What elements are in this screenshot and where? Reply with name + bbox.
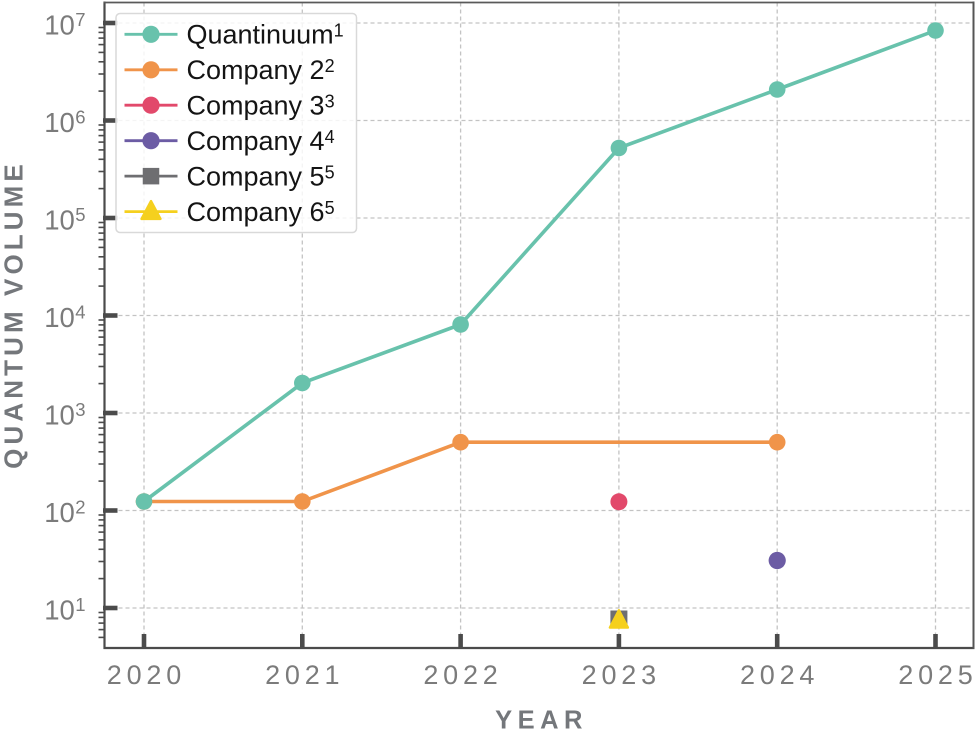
svg-text:Company 22: Company 22 bbox=[187, 55, 335, 85]
svg-text:2023: 2023 bbox=[582, 660, 661, 690]
svg-text:2025: 2025 bbox=[898, 660, 976, 690]
svg-text:Company 44: Company 44 bbox=[187, 126, 335, 156]
svg-text:10: 10 bbox=[44, 10, 75, 41]
svg-text:10: 10 bbox=[44, 400, 75, 431]
svg-text:10: 10 bbox=[44, 497, 75, 528]
svg-text:Company 55: Company 55 bbox=[187, 161, 335, 191]
svg-text:2021: 2021 bbox=[265, 660, 344, 690]
svg-text:10: 10 bbox=[44, 595, 75, 626]
svg-text:Quantinuum1: Quantinuum1 bbox=[187, 20, 344, 50]
svg-text:10: 10 bbox=[44, 302, 75, 333]
svg-text:10: 10 bbox=[44, 107, 75, 138]
svg-text:YEAR: YEAR bbox=[495, 707, 588, 735]
svg-text:1: 1 bbox=[75, 594, 85, 615]
svg-text:2020: 2020 bbox=[107, 660, 186, 690]
svg-text:Company 33: Company 33 bbox=[187, 91, 335, 121]
svg-text:10: 10 bbox=[44, 205, 75, 236]
svg-text:2024: 2024 bbox=[740, 660, 819, 690]
svg-text:2: 2 bbox=[75, 497, 85, 518]
svg-text:4: 4 bbox=[75, 302, 85, 323]
svg-text:2022: 2022 bbox=[423, 660, 502, 690]
svg-text:Company 65: Company 65 bbox=[187, 197, 335, 227]
svg-text:7: 7 bbox=[75, 9, 85, 30]
svg-text:QUANTUM VOLUME: QUANTUM VOLUME bbox=[0, 160, 29, 469]
svg-text:3: 3 bbox=[75, 399, 85, 420]
svg-text:5: 5 bbox=[75, 204, 85, 225]
svg-text:6: 6 bbox=[75, 107, 85, 128]
